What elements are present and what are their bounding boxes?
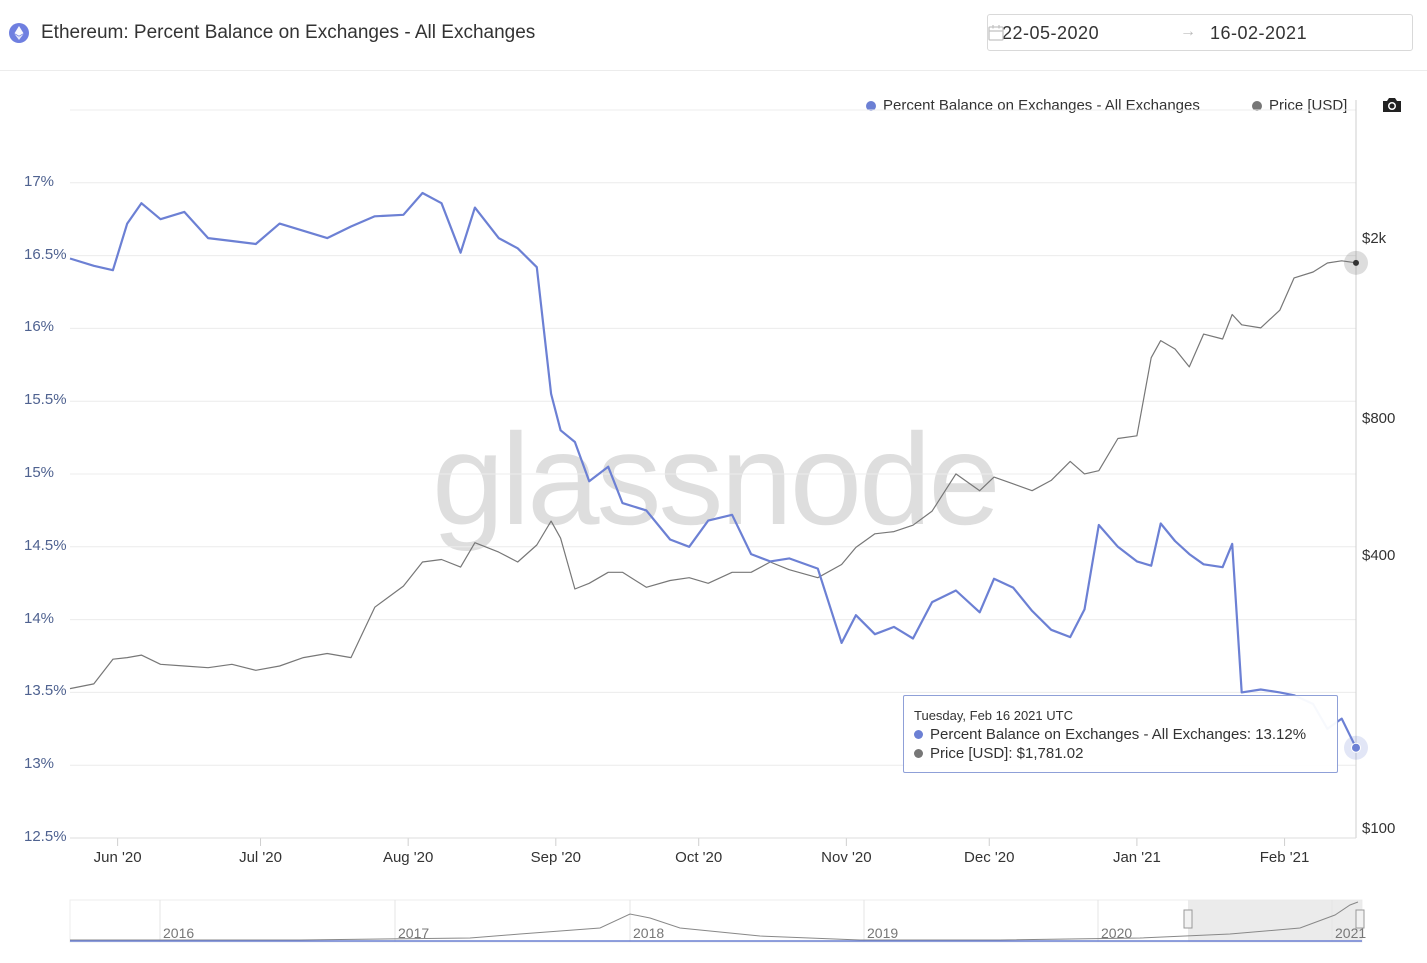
- y-tick-label: 16.5%: [24, 245, 67, 263]
- navigator-year-label: 2018: [633, 925, 665, 941]
- y-tick-label: 16%: [24, 318, 55, 336]
- navigator-frame: [69, 899, 1363, 943]
- tooltip-row-eth: Percent Balance on Exchanges - All Excha…: [914, 726, 1306, 743]
- y-tick-label: 14%: [24, 609, 55, 627]
- y-tick-label: 15.5%: [24, 391, 67, 409]
- legend-dot-price: [1252, 100, 1262, 111]
- x-tick-label: Jul '20: [239, 849, 282, 866]
- y-right-tick-label: $400: [1362, 546, 1396, 564]
- navigator-year-label: 2021: [1335, 925, 1367, 941]
- date-range-picker[interactable]: 22-05-2020 → 16-02-2021: [987, 14, 1413, 51]
- calendar-icon[interactable]: [988, 24, 1004, 41]
- tooltip-price-value: Price [USD]: $1,781.02: [930, 745, 1084, 762]
- y-right-tick-label: $2k: [1362, 230, 1387, 247]
- tooltip-date: Tuesday, Feb 16 2021 UTC: [914, 708, 1073, 723]
- x-tick-label: Aug '20: [382, 849, 434, 866]
- series-line-eth: [69, 191, 1357, 749]
- y-tick-label: 13%: [24, 755, 55, 773]
- page-title: Ethereum: Percent Balance on Exchanges -…: [41, 22, 536, 43]
- legend-dot-eth: [866, 100, 876, 111]
- x-tick-label: Feb '21: [1259, 849, 1310, 866]
- y-tick-label: 15%: [24, 464, 55, 481]
- x-tick-label: Sep '20: [530, 849, 582, 866]
- y-right-tick-label: $100: [1362, 820, 1396, 837]
- y-right-tick-label: $800: [1362, 410, 1396, 428]
- hover-point-eth: [1351, 742, 1361, 753]
- arrow-right-icon: →: [1180, 23, 1196, 40]
- hover-point-price: [1353, 259, 1359, 266]
- x-tick-label: Jun '20: [93, 849, 142, 866]
- chart-tooltip: Tuesday, Feb 16 2021 UTC Percent Balance…: [903, 695, 1338, 773]
- x-tick-label: Jan '21: [1112, 849, 1161, 866]
- camera-icon[interactable]: [1381, 96, 1403, 114]
- navigator-year-label: 2020: [1101, 925, 1133, 941]
- x-tick-label: Dec '20: [964, 849, 1015, 866]
- navigator-price-line: [70, 901, 1359, 941]
- date-start-input[interactable]: 22-05-2020: [1002, 23, 1100, 43]
- navigator-handle-left[interactable]: [1183, 909, 1193, 929]
- tooltip-row-price: Price [USD]: $1,781.02: [914, 745, 1083, 762]
- x-tick-label: Oct '20: [675, 849, 723, 866]
- y-tick-label: 14.5%: [24, 536, 67, 554]
- date-end-input[interactable]: 16-02-2021: [1210, 23, 1308, 43]
- tooltip-dot-price: [914, 749, 923, 758]
- y-tick-label: 13.5%: [24, 682, 67, 700]
- series-line-price: [69, 260, 1357, 690]
- tooltip-dot-eth: [914, 730, 923, 739]
- ethereum-icon: [9, 23, 29, 43]
- navigator-year-label: 2016: [163, 925, 195, 941]
- navigator-year-label: 2019: [867, 925, 899, 941]
- x-tick-label: Nov '20: [821, 849, 872, 866]
- y-tick-label: 17%: [24, 172, 55, 190]
- navigator-handle-right[interactable]: [1355, 909, 1365, 929]
- y-tick-label: 12.5%: [24, 828, 67, 845]
- navigator-year-label: 2017: [398, 925, 430, 941]
- tooltip-eth-value: Percent Balance on Exchanges - All Excha…: [930, 726, 1307, 743]
- chart-header: Ethereum: Percent Balance on Exchanges -…: [0, 0, 1427, 71]
